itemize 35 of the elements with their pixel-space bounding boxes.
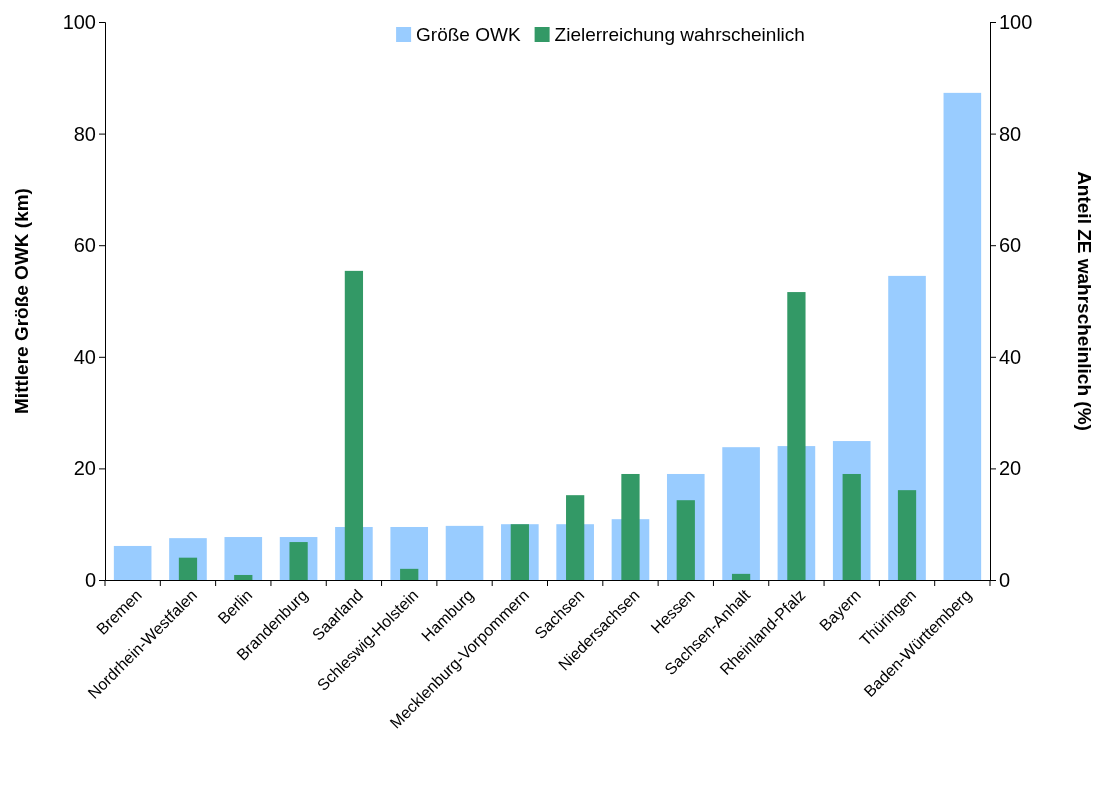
bar (842, 473, 861, 580)
y2-tick-label: 40 (999, 345, 1022, 368)
bar (178, 557, 198, 580)
bar (897, 490, 917, 580)
bar (344, 270, 364, 580)
bar (621, 473, 640, 580)
y2-tick-label: 80 (999, 122, 1022, 145)
y-tick-label: 0 (84, 568, 96, 591)
y2-tick-label: 100 (999, 10, 1033, 33)
bar (787, 292, 806, 580)
bar (731, 573, 751, 580)
y-tick-label: 60 (73, 234, 96, 257)
bar (566, 495, 585, 580)
bar (676, 500, 695, 580)
bar (722, 447, 760, 580)
bar (510, 524, 529, 580)
y2-tick-label: 20 (999, 457, 1022, 480)
y-axis-title: Mittlere Größe OWK (km) (11, 188, 32, 414)
bar (113, 545, 152, 580)
y-tick-label: 20 (73, 457, 96, 480)
bar (445, 525, 484, 580)
bar (943, 92, 982, 580)
y-tick-label: 40 (73, 345, 96, 368)
bar (400, 568, 419, 580)
y2-tick-label: 60 (999, 234, 1022, 257)
y2-axis-title: Anteil ZE wahrscheinlich (%) (1074, 171, 1095, 431)
bar (390, 526, 429, 580)
y2-tick-label: 0 (999, 568, 1011, 591)
bar (289, 542, 308, 580)
y-tick-label: 100 (62, 10, 96, 33)
legend-label: Zielerreichung wahrscheinlich (554, 24, 805, 45)
bar (234, 574, 253, 580)
y-tick-label: 80 (73, 122, 96, 145)
bar (224, 537, 263, 580)
legend-label: Größe OWK (416, 24, 521, 45)
